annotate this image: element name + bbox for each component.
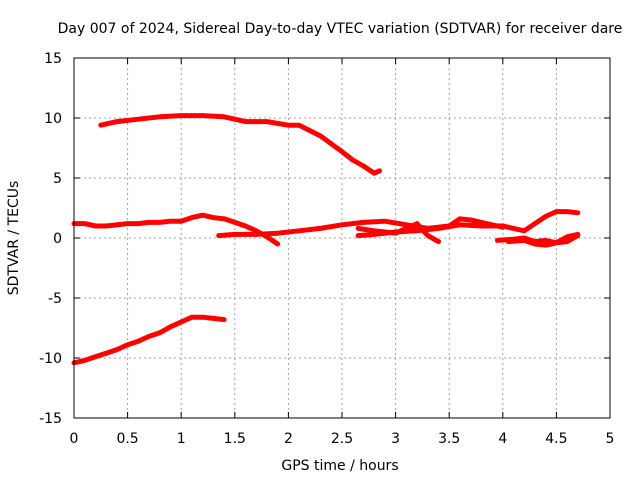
x-tick-label: 5 (606, 431, 615, 447)
series-line-arc-7 (505, 231, 581, 248)
x-tick-label: 0 (70, 431, 79, 447)
series-line-arc-4 (355, 221, 441, 245)
x-tick-label: 2.5 (331, 431, 353, 447)
y-tick-label: 15 (44, 51, 62, 67)
series-line-arc-8 (71, 314, 227, 366)
y-tick-label: 5 (53, 171, 62, 187)
x-axis-label: GPS time / hours (281, 458, 398, 474)
x-tick-label: 4 (498, 431, 507, 447)
series-line-arc-2 (71, 212, 281, 247)
y-tick-label: 10 (44, 111, 62, 127)
x-tick-label: 4.5 (545, 431, 567, 447)
x-tick-label: 3.5 (438, 431, 460, 447)
x-tick-label: 3 (391, 431, 400, 447)
y-axis-label: SDTVAR / TECUs (6, 181, 22, 296)
x-tick-label: 0.5 (116, 431, 138, 447)
y-tick-label: -15 (39, 411, 62, 427)
x-tick-label: 1 (177, 431, 186, 447)
data-series (71, 113, 581, 366)
axis-tick-labels: 0 0.5 1 1.5 2 2.5 3 3.5 4 4.5 5 -15 -10 -5 0 5 10 15 (39, 51, 614, 447)
series-line-arc-3 (216, 216, 506, 239)
axis-ticks (73, 57, 611, 419)
y-tick-label: -5 (48, 291, 62, 307)
y-tick-label: 0 (53, 231, 62, 247)
chart-title: Day 007 of 2024, Sidereal Day-to-day VTE… (58, 21, 623, 37)
y-tick-label: -10 (39, 351, 62, 367)
series-line-arc-1 (98, 113, 382, 176)
x-tick-label: 1.5 (224, 431, 246, 447)
x-tick-label: 2 (284, 431, 293, 447)
series-line-arc-5 (355, 209, 581, 239)
